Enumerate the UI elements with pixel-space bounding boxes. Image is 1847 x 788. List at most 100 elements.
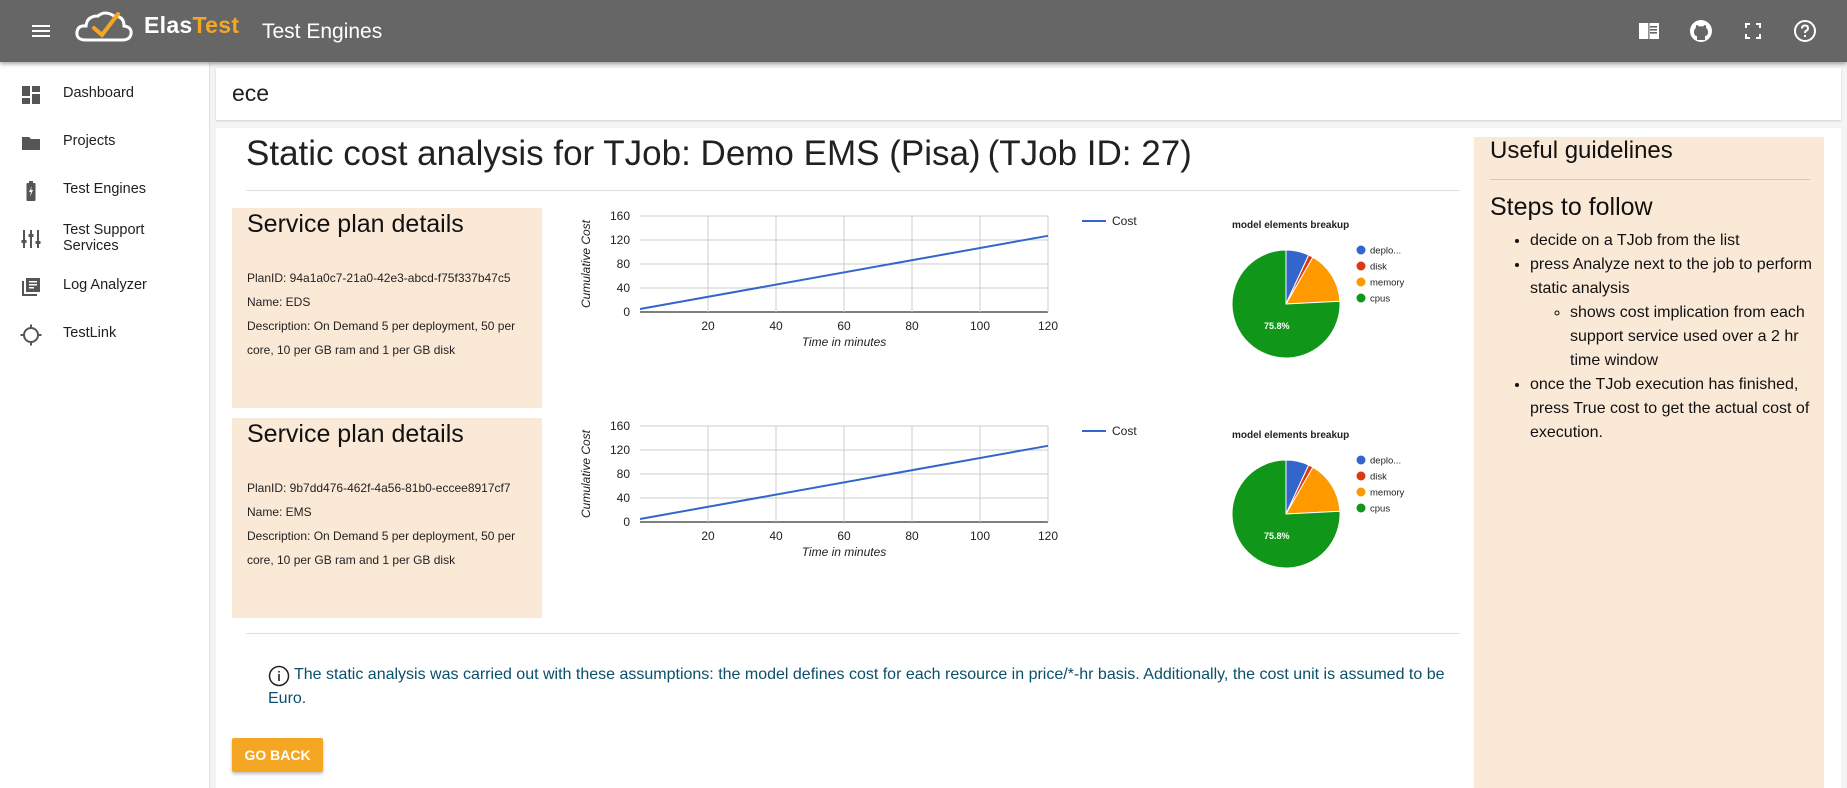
x-tick-label: 80 [905,529,919,543]
legend-swatch [1356,503,1366,513]
legend-label: deplo... [1370,456,1401,467]
sidebar-item-testlink[interactable]: TestLink [0,312,209,356]
logo-text: ElasTest [144,12,240,38]
guidelines-title: Useful guidelines [1490,137,1673,164]
legend-swatch [1356,293,1366,303]
x-tick-label: 80 [905,319,919,333]
sidebar-item-test-support-services[interactable]: Test Support Services [0,216,209,260]
help-icon[interactable] [1792,18,1818,44]
y-axis-label: Cumulative Cost [579,429,593,518]
x-tick-label: 60 [837,319,851,333]
pie-slice [1285,466,1341,515]
fullscreen-icon[interactable] [1740,18,1766,44]
x-axis-label: Time in minutes [802,545,887,559]
legend-label: disk [1370,262,1387,273]
pie-title: model elements breakup [1232,430,1349,441]
service-plan-heading: Service plan details [247,420,464,448]
pie-slice [1231,249,1341,359]
sidebar-item-label: Test Engines [63,181,147,197]
x-tick-label: 60 [837,529,851,543]
dashboard-icon [22,86,40,104]
guidelines-panel: Useful guidelines Steps to follow decide… [1474,137,1824,788]
steps-list: decide on a TJob from the list press Ana… [1490,229,1815,445]
plan-description: Description: On Demand 5 per deployment,… [247,319,516,357]
y-tick-label: 120 [610,443,630,457]
pie-title: model elements breakup [1232,220,1349,231]
sidebar-item-test-engines[interactable]: Test Engines [0,168,209,212]
series-line [639,234,1049,310]
x-tick-label: 20 [701,529,715,543]
legend-swatch [1356,455,1366,465]
legend-swatch [1356,487,1366,497]
legend-label: memory [1370,278,1405,289]
folder-icon [22,137,40,150]
divider [1490,179,1810,180]
sidebar-item-log-analyzer[interactable]: Log Analyzer [0,264,209,308]
library-books-icon [22,278,40,296]
y-tick-label: 160 [610,419,630,433]
list-item: press Analyze next to the job to perform… [1530,253,1815,373]
breadcrumb-text: ece [232,80,270,106]
legend-swatch [1356,277,1366,287]
slice-label: 75.8% [1264,531,1290,541]
legend-label: deplo... [1370,246,1401,257]
divider [246,633,1460,634]
service-plan-info: PlanID: 9b7dd476-462f-4a56-81b0-eccee891… [247,476,537,572]
list-item: once the TJob execution has finished, pr… [1530,373,1815,445]
battery-charging-icon [26,181,36,201]
plan-description: Description: On Demand 5 per deployment,… [247,529,516,567]
legend-label: memory [1370,488,1405,499]
cost-line-chart: 0 40 80 120 160 20 40 60 80 100 120 Time in minutes… [579,209,1137,349]
legend-label: Cost [1112,424,1137,438]
elastest-logo-icon [75,11,133,42]
list-item: shows cost implication from each support… [1570,301,1815,373]
x-tick-label: 120 [1038,529,1058,543]
y-tick-label: 80 [617,467,631,481]
x-tick-label: 40 [769,319,783,333]
breadcrumb: ece [216,68,1841,120]
x-tick-label: 100 [970,529,990,543]
legend-swatch [1356,245,1366,255]
sidebar-item-projects[interactable]: Projects [0,120,209,164]
go-back-button[interactable]: GO BACK [232,738,323,772]
menu-icon[interactable] [26,20,56,42]
sub-steps-list: shows cost implication from each support… [1530,301,1815,373]
sidebar-item-dashboard[interactable]: Dashboard [0,72,209,116]
x-tick-label: 120 [1038,319,1058,333]
service-plan-card: Service plan details PlanID: 94a1a0c7-21… [232,208,542,408]
legend-label: cpus [1370,294,1390,305]
legend-label: disk [1370,472,1387,483]
cost-pie-chart: model elements breakup 75.8% deplo... disk m… [1231,430,1405,569]
x-axis-label: Time in minutes [802,335,887,349]
y-tick-label: 80 [617,257,631,271]
service-plan-info: PlanID: 94a1a0c7-21a0-42e3-abcd-f75f337b… [247,266,537,362]
sidebar-item-label: Dashboard [63,85,134,101]
sidebar-item-label: Projects [63,133,116,149]
github-icon[interactable] [1688,18,1714,44]
service-plan-card: Service plan details PlanID: 9b7dd476-46… [232,418,542,618]
assumptions-note: The static analysis was carried out with… [268,666,1445,707]
sidebar-item-label: Test Support Services [63,222,145,254]
book-icon[interactable] [1636,18,1662,44]
pie-slice [1285,256,1341,305]
slice-label: 75.8% [1264,321,1290,331]
y-tick-label: 0 [623,305,630,319]
y-axis-label: Cumulative Cost [579,219,593,308]
legend-swatch [1356,471,1366,481]
series-line [639,444,1049,520]
top-bar: ElasTest Test Engines [0,0,1847,62]
y-tick-label: 120 [610,233,630,247]
plan-id: PlanID: 94a1a0c7-21a0-42e3-abcd-f75f337b… [247,271,511,285]
plan-name: Name: EDS [247,295,311,309]
y-tick-label: 0 [623,515,630,529]
sidebar-item-label: TestLink [63,325,117,341]
page-title: Test Engines [262,20,383,43]
sidebar: Dashboard Projects Test Engines Test Sup… [0,62,210,788]
info-icon [268,665,290,687]
tune-icon [21,230,41,248]
legend-label: Cost [1112,214,1137,228]
x-tick-label: 100 [970,319,990,333]
y-tick-label: 160 [610,209,630,223]
y-tick-label: 40 [617,491,631,505]
cost-line-chart: 0 40 80 120 160 20 40 60 80 100 120 Time in minutes… [579,419,1137,559]
